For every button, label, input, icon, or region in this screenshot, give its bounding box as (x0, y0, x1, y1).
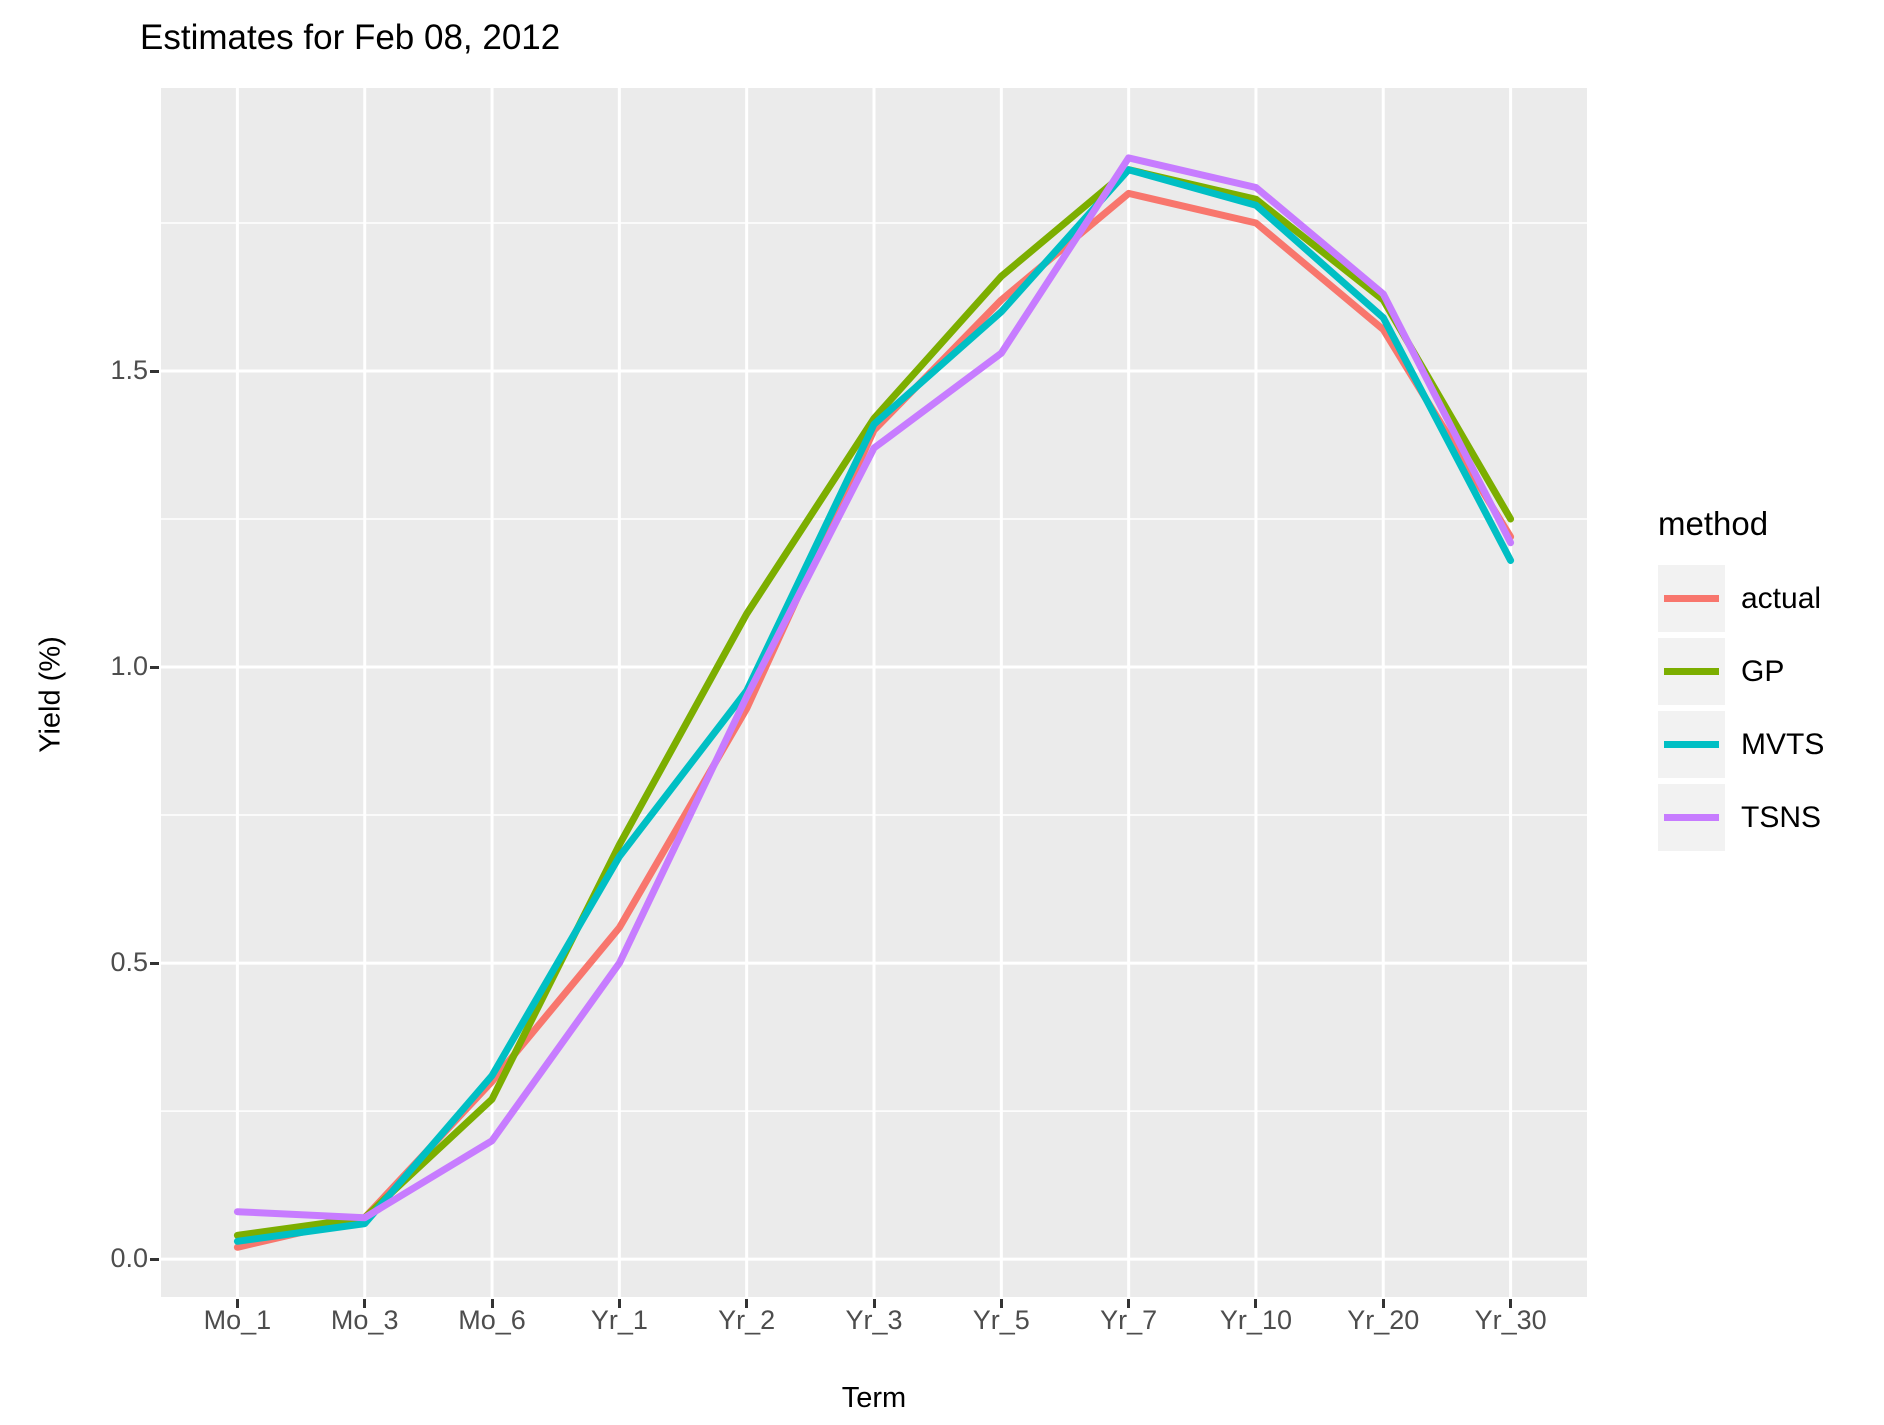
legend-key-line-icon (1664, 595, 1719, 602)
x-tick-label: Yr_7 (1100, 1305, 1158, 1335)
legend-row-GP: GP (1658, 638, 1824, 705)
series-line-MVTS (233, 166, 1515, 1245)
x-tick-mark (999, 1299, 1003, 1308)
y-tick-label: 0.0 (110, 1243, 148, 1274)
legend-key-GP (1658, 638, 1725, 705)
legend-key-line-icon (1664, 814, 1719, 821)
x-tick-mark (1254, 1299, 1258, 1308)
series-line-GP (233, 166, 1515, 1239)
chart-title: Estimates for Feb 08, 2012 (140, 18, 561, 57)
legend-key-TSNS (1658, 784, 1725, 851)
x-tick-mark (363, 1299, 367, 1308)
legend-key-actual (1658, 565, 1725, 632)
x-tick-label: Yr_30 (1474, 1305, 1547, 1335)
y-tick-mark (150, 665, 159, 669)
y-tick-mark (150, 1257, 159, 1261)
legend-row-actual: actual (1658, 565, 1824, 632)
legend-key-MVTS (1658, 711, 1725, 778)
x-tick-mark (1127, 1299, 1131, 1308)
x-tick-label: Yr_10 (1219, 1305, 1292, 1335)
x-tick-mark (617, 1299, 621, 1308)
x-tick-label: Mo_6 (458, 1305, 526, 1335)
y-tick-label: 1.0 (110, 651, 148, 682)
y-tick-mark (150, 961, 159, 965)
legend-row-TSNS: TSNS (1658, 784, 1824, 851)
legend-title: method (1658, 505, 1769, 542)
x-axis-title: Term (841, 1382, 907, 1414)
plot-panel (161, 88, 1587, 1297)
x-tick-mark (235, 1299, 239, 1308)
x-tick-label: Yr_3 (845, 1305, 903, 1335)
legend-label-GP: GP (1741, 654, 1785, 688)
legend-label-MVTS: MVTS (1741, 727, 1825, 761)
legend-entries: actual GP MVTS TSNS (1658, 565, 1824, 851)
x-tick-label: Yr_1 (590, 1305, 648, 1335)
x-tick-label: Yr_2 (718, 1305, 776, 1335)
x-tick-mark (872, 1299, 876, 1308)
x-tick-mark (1381, 1299, 1385, 1308)
legend: method actual GP MVTS TSNS (1658, 505, 1824, 857)
legend-row-MVTS: MVTS (1658, 711, 1824, 778)
x-tick-label: Mo_3 (330, 1305, 399, 1335)
x-tick-label: Yr_20 (1347, 1305, 1420, 1335)
legend-key-line-icon (1664, 741, 1719, 748)
x-tick-label: Yr_5 (972, 1305, 1030, 1335)
plot-area (161, 88, 1587, 1297)
y-tick-mark (150, 369, 159, 373)
x-tick-mark (490, 1299, 494, 1308)
y-tick-label: 1.5 (110, 355, 148, 385)
legend-label-actual: actual (1741, 581, 1822, 615)
legend-key-line-icon (1664, 668, 1719, 675)
series-line-TSNS (233, 154, 1515, 1222)
y-axis-title: Yield (%) (34, 636, 67, 753)
legend-label-TSNS: TSNS (1741, 800, 1822, 834)
x-tick-mark (745, 1299, 749, 1308)
y-tick-label: 0.5 (110, 947, 148, 978)
x-tick-label: Mo_1 (203, 1305, 272, 1335)
x-tick-mark (1509, 1299, 1513, 1308)
